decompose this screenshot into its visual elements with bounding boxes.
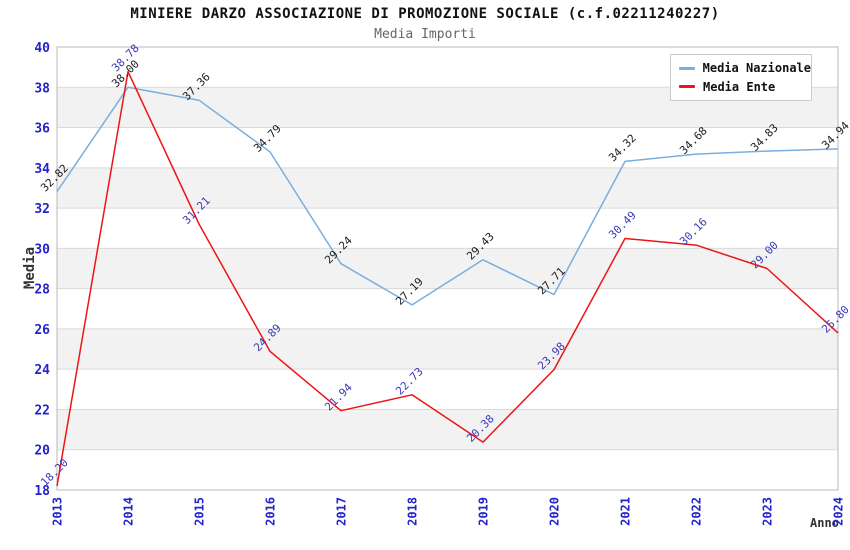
x-tick-label: 2023 bbox=[761, 497, 775, 526]
data-label: 34.32 bbox=[606, 132, 639, 165]
series-line-media-ente bbox=[56, 70, 839, 487]
band bbox=[57, 328, 838, 370]
legend-label-media-nazionale: Media Nazionale bbox=[702, 61, 811, 76]
data-label: 30.16 bbox=[677, 215, 710, 248]
y-tick-label: 36 bbox=[34, 122, 50, 137]
legend-label-media-ente: Media Ente bbox=[703, 79, 776, 94]
x-axis-title: Anno bbox=[810, 516, 839, 530]
y-tick-label: 22 bbox=[34, 403, 50, 418]
y-tick-label: 40 bbox=[34, 41, 50, 56]
x-tick-label: 2020 bbox=[548, 497, 562, 526]
y-tick-label: 34 bbox=[34, 162, 50, 177]
x-tick-label: 2019 bbox=[477, 497, 491, 526]
x-tick-label: 2017 bbox=[335, 497, 349, 526]
y-tick-label: 30 bbox=[34, 242, 50, 257]
y-tick-label: 26 bbox=[34, 323, 50, 338]
data-label: 30.49 bbox=[606, 209, 639, 242]
media-ente-line-swatch bbox=[679, 85, 695, 89]
x-tick-label: 2014 bbox=[122, 497, 136, 526]
x-tick-label: 2016 bbox=[264, 497, 278, 526]
x-tick-label: 2022 bbox=[690, 497, 704, 526]
chart-title: MINIERE DARZO ASSOCIAZIONE DI PROMOZIONE… bbox=[130, 6, 720, 22]
y-tick-label: 18 bbox=[34, 484, 50, 499]
legend-item-media-ente: Media Ente bbox=[679, 80, 811, 94]
x-tick-label: 2015 bbox=[193, 497, 207, 526]
legend: Media Nazionale Media Ente bbox=[670, 54, 812, 101]
y-tick-label: 38 bbox=[34, 81, 50, 96]
x-tick-label: 2021 bbox=[619, 497, 633, 526]
band bbox=[57, 167, 838, 209]
x-tick-label: 2018 bbox=[406, 497, 420, 526]
chart-subtitle: Media Importi bbox=[374, 27, 476, 42]
x-tick-label: 2013 bbox=[51, 497, 65, 526]
x-tick-label: 2024 bbox=[832, 497, 846, 526]
y-tick-label: 28 bbox=[34, 283, 50, 298]
y-tick-label: 32 bbox=[34, 202, 50, 217]
plot-border bbox=[56, 46, 839, 491]
data-label: 34.68 bbox=[677, 124, 710, 157]
media-nazionale-line-swatch bbox=[679, 66, 695, 70]
data-label: 22.73 bbox=[393, 365, 426, 398]
data-label: 18.20 bbox=[38, 456, 71, 489]
y-tick-label: 20 bbox=[34, 444, 50, 459]
legend-item-media-nazionale: Media Nazionale bbox=[679, 61, 811, 75]
y-tick-label: 24 bbox=[34, 363, 50, 378]
series-line-media-nazionale bbox=[56, 86, 839, 306]
band bbox=[57, 409, 838, 450]
